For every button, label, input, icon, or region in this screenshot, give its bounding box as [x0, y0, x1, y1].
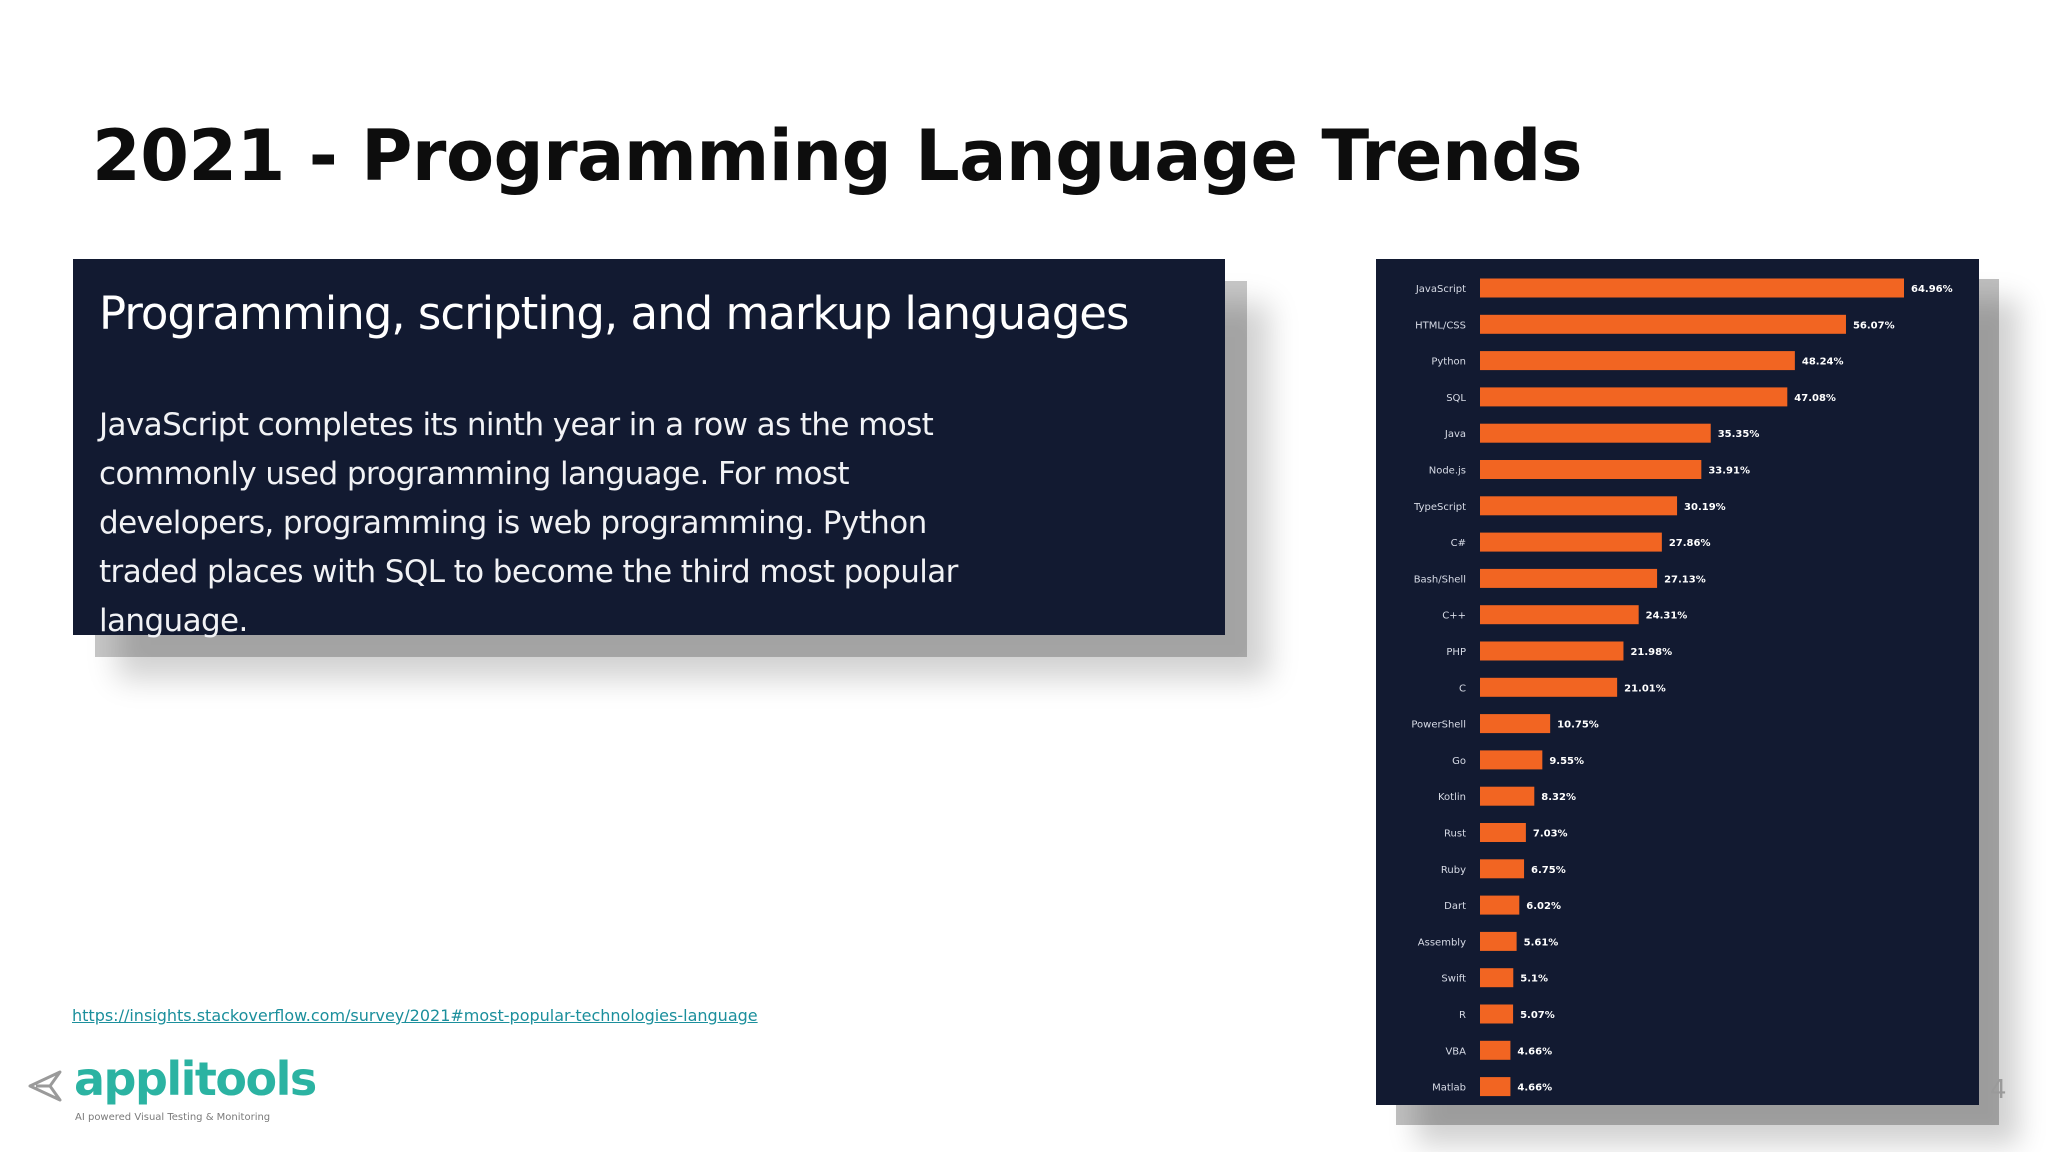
bar	[1480, 532, 1662, 552]
value-label: 27.86%	[1669, 538, 1711, 549]
category-label: Bash/Shell	[1414, 574, 1466, 585]
value-label: 35.35%	[1718, 429, 1760, 440]
value-label: 5.61%	[1524, 937, 1559, 948]
value-label: 21.98%	[1630, 647, 1672, 658]
bar	[1480, 1004, 1514, 1024]
value-label: 47.08%	[1794, 393, 1836, 404]
category-label: C++	[1442, 611, 1466, 622]
value-label: 5.1%	[1520, 974, 1548, 985]
applitools-logo-tagline: AI powered Visual Testing & Monitoring	[75, 1112, 271, 1123]
bar	[1480, 387, 1788, 407]
category-label: PHP	[1446, 647, 1466, 658]
category-label: Python	[1431, 357, 1466, 368]
value-label: 7.03%	[1533, 829, 1568, 840]
bar	[1480, 351, 1795, 371]
survey-summary-panel: Programming, scripting, and markup langu…	[73, 259, 1225, 639]
bar	[1480, 786, 1535, 806]
value-label: 6.02%	[1526, 901, 1561, 912]
category-label: Dart	[1444, 901, 1466, 912]
bar	[1480, 568, 1658, 588]
category-label: Ruby	[1441, 865, 1466, 876]
value-label: 6.75%	[1531, 865, 1566, 876]
survey-heading: Programming, scripting, and markup langu…	[99, 287, 1129, 340]
value-label: 5.07%	[1520, 1010, 1555, 1021]
bar	[1480, 823, 1526, 842]
bar	[1480, 677, 1618, 697]
category-label: Assembly	[1418, 937, 1466, 948]
category-label: R	[1459, 1010, 1466, 1021]
page-number: 4	[1990, 1075, 2007, 1105]
category-label: C#	[1451, 538, 1466, 549]
bar	[1480, 859, 1525, 879]
value-label: 27.13%	[1664, 574, 1706, 585]
category-label: HTML/CSS	[1415, 320, 1466, 331]
bar	[1480, 1077, 1511, 1097]
value-label: 10.75%	[1557, 720, 1599, 731]
bar	[1480, 641, 1624, 661]
category-label: Swift	[1441, 974, 1466, 985]
category-label: SQL	[1446, 393, 1466, 404]
value-label: 30.19%	[1684, 502, 1726, 513]
bar	[1480, 278, 1904, 298]
bar	[1480, 750, 1543, 770]
value-label: 21.01%	[1624, 683, 1666, 694]
value-label: 24.31%	[1646, 611, 1688, 622]
source-link[interactable]: https://insights.stackoverflow.com/surve…	[72, 1006, 758, 1025]
category-label: PowerShell	[1411, 720, 1466, 731]
bar	[1480, 496, 1678, 516]
bar	[1480, 968, 1514, 988]
applitools-logo-text: applitools	[74, 1052, 317, 1106]
value-label: 9.55%	[1549, 756, 1584, 767]
category-label: Node.js	[1429, 466, 1466, 477]
category-label: Rust	[1444, 829, 1466, 840]
category-label: Java	[1444, 429, 1466, 440]
category-label: Matlab	[1432, 1083, 1466, 1094]
language-usage-chart: JavaScript 64.96% HTML/CSS 56.07% Python 48.2…	[1376, 259, 1979, 1105]
survey-body-text: JavaScript completes its ninth year in a…	[99, 407, 958, 639]
category-label: JavaScript	[1415, 284, 1466, 295]
value-label: 48.24%	[1802, 357, 1844, 368]
bar	[1480, 895, 1520, 915]
bar-chart-svg: JavaScript 64.96% HTML/CSS 56.07% Python 48.2…	[1411, 278, 1953, 1097]
slide-title: 2021 - Programming Language Trends	[92, 115, 1583, 197]
bar	[1480, 1040, 1511, 1060]
bar	[1480, 714, 1551, 734]
value-label: 33.91%	[1708, 466, 1750, 477]
value-label: 56.07%	[1853, 320, 1895, 331]
bar	[1480, 460, 1702, 479]
value-label: 8.32%	[1541, 792, 1576, 803]
bar	[1480, 605, 1639, 625]
value-label: 64.96%	[1911, 284, 1953, 295]
category-label: VBA	[1445, 1046, 1466, 1057]
value-label: 4.66%	[1517, 1046, 1552, 1057]
bar	[1480, 314, 1846, 334]
applitools-logo-icon	[28, 1070, 62, 1102]
value-label: 4.66%	[1517, 1083, 1552, 1094]
category-label: Kotlin	[1438, 792, 1466, 803]
category-label: Go	[1452, 756, 1466, 767]
applitools-logo: applitools AI powered Visual Testing & M…	[26, 1052, 317, 1128]
bar	[1480, 931, 1517, 951]
bar	[1480, 423, 1711, 443]
category-label: C	[1459, 683, 1466, 694]
category-label: TypeScript	[1413, 502, 1466, 513]
